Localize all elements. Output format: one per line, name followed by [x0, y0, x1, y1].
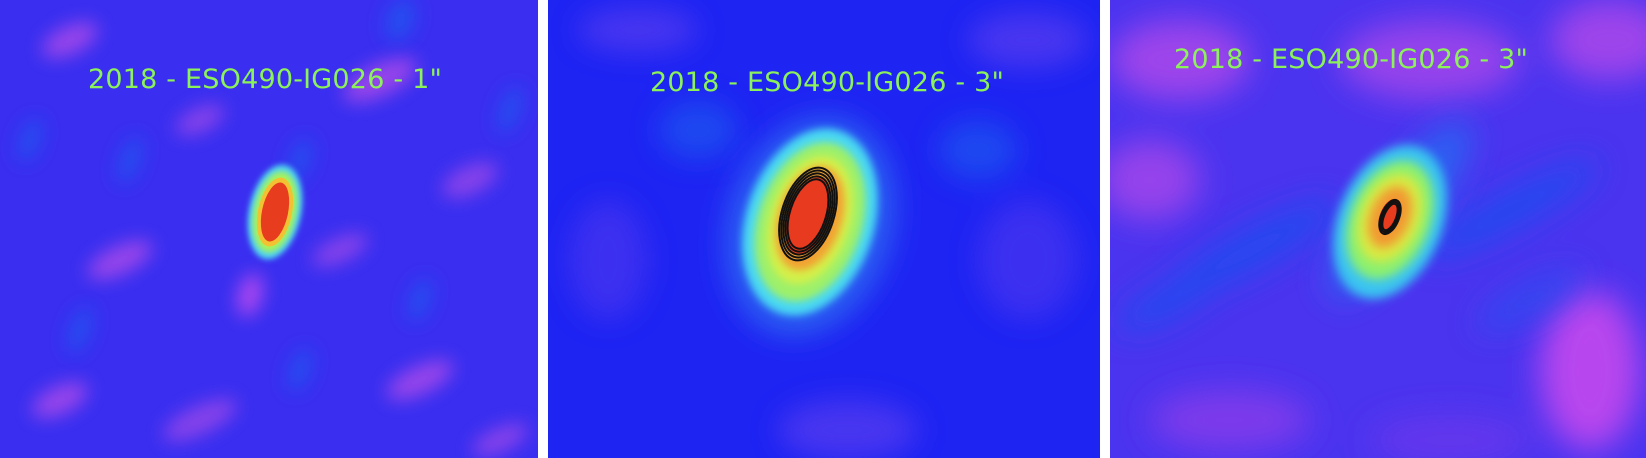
contour-lines-3 [1378, 198, 1402, 236]
radio-map-1 [0, 0, 538, 458]
radio-map-3 [1110, 0, 1646, 458]
panel-3-title: 2018 - ESO490-IG026 - 3" [1174, 44, 1529, 75]
separator-1 [538, 0, 548, 458]
panel-2-title: 2018 - ESO490-IG026 - 3" [650, 67, 1005, 98]
contour-lines-2 [778, 166, 838, 262]
radio-map-2 [548, 0, 1100, 458]
image-panel-3: 2018 - ESO490-IG026 - 3" [1110, 0, 1646, 458]
image-panel-2: 2018 - ESO490-IG026 - 3" [548, 0, 1100, 458]
separator-2 [1100, 0, 1110, 458]
source-blob-1 [247, 164, 303, 260]
panel-1-title: 2018 - ESO490-IG026 - 1" [88, 64, 443, 95]
image-panel-1: 2018 - ESO490-IG026 - 1" [0, 0, 538, 458]
